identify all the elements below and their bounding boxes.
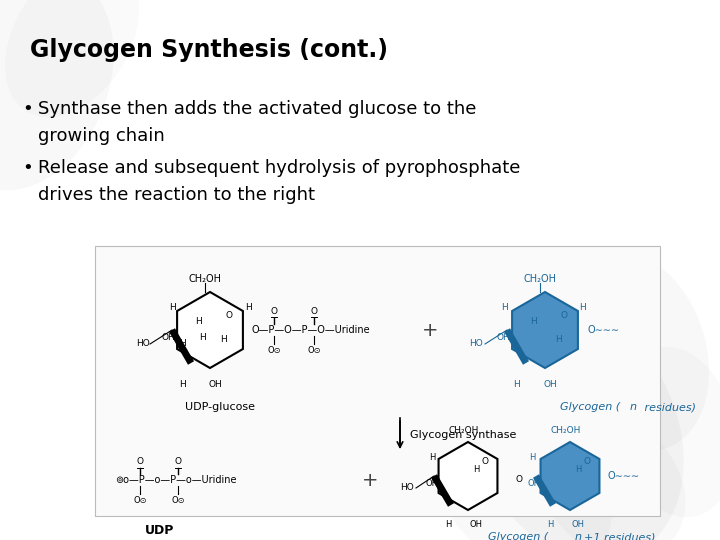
Text: Glycogen synthase: Glycogen synthase: [410, 430, 516, 440]
Text: Release and subsequent hydrolysis of pyrophosphate: Release and subsequent hydrolysis of pyr…: [38, 159, 521, 177]
Text: O⊙: O⊙: [267, 346, 281, 355]
Text: O: O: [271, 307, 277, 316]
Text: •: •: [22, 159, 32, 177]
Text: H: H: [168, 303, 176, 313]
Polygon shape: [438, 442, 498, 510]
Ellipse shape: [618, 347, 720, 517]
Text: +: +: [361, 470, 378, 489]
Text: O⊙: O⊙: [307, 346, 321, 355]
Text: H: H: [473, 465, 480, 475]
Text: HO: HO: [469, 340, 483, 348]
Text: Synthase then adds the activated glucose to the: Synthase then adds the activated glucose…: [38, 100, 477, 118]
Text: CH₂OH: CH₂OH: [551, 426, 581, 435]
Text: H: H: [546, 520, 553, 529]
Text: H: H: [179, 380, 185, 389]
Text: Glycogen (: Glycogen (: [488, 532, 548, 540]
Polygon shape: [177, 292, 243, 368]
Text: O: O: [225, 310, 233, 320]
Text: O—P—O—P—O—Uridine: O—P—O—P—O—Uridine: [252, 325, 371, 335]
Text: OH: OH: [496, 334, 510, 342]
Text: UDP-glucose: UDP-glucose: [185, 402, 255, 412]
Text: O: O: [174, 457, 181, 466]
Text: OH: OH: [543, 380, 557, 389]
Text: O: O: [560, 310, 567, 320]
Text: CH₂OH: CH₂OH: [523, 274, 557, 284]
Text: OH: OH: [425, 480, 438, 489]
Ellipse shape: [539, 413, 685, 540]
Polygon shape: [512, 292, 578, 368]
Text: growing chain: growing chain: [38, 127, 165, 145]
Polygon shape: [541, 442, 600, 510]
Text: UDP: UDP: [145, 524, 175, 537]
Text: H: H: [502, 303, 508, 313]
Ellipse shape: [0, 0, 114, 190]
Text: O: O: [516, 476, 523, 484]
Text: OH: OH: [469, 520, 482, 529]
Ellipse shape: [425, 373, 612, 540]
Text: O: O: [482, 456, 488, 465]
Text: O∼∼∼: O∼∼∼: [587, 325, 619, 335]
Text: H: H: [199, 334, 205, 342]
Text: •: •: [22, 100, 32, 118]
FancyBboxPatch shape: [95, 246, 660, 516]
Text: drives the reaction to the right: drives the reaction to the right: [38, 186, 315, 204]
Text: Glycogen (: Glycogen (: [560, 402, 620, 412]
Text: O∼∼∼: O∼∼∼: [608, 471, 640, 481]
Text: O: O: [310, 307, 318, 316]
Text: H: H: [528, 454, 535, 462]
Text: H: H: [530, 318, 537, 327]
Text: H: H: [195, 318, 202, 327]
Text: H: H: [575, 465, 581, 475]
Text: +: +: [422, 321, 438, 340]
Text: OH: OH: [161, 334, 175, 342]
Text: H: H: [445, 520, 451, 529]
Text: H: H: [220, 335, 227, 345]
Text: H: H: [429, 454, 435, 462]
Text: HO: HO: [136, 340, 150, 348]
Text: ⊚o—P—o—P—o—Uridine: ⊚o—P—o—P—o—Uridine: [115, 475, 236, 485]
Text: HO: HO: [400, 483, 414, 492]
Text: OH: OH: [208, 380, 222, 389]
Text: +1 residues): +1 residues): [584, 532, 655, 540]
Ellipse shape: [468, 302, 684, 540]
Text: CH₂OH: CH₂OH: [449, 426, 480, 435]
Ellipse shape: [5, 0, 139, 117]
Text: CH₂OH: CH₂OH: [189, 274, 222, 284]
Text: O: O: [137, 457, 143, 466]
Text: n: n: [630, 402, 637, 412]
Text: H: H: [179, 340, 185, 348]
Text: Glycogen Synthesis (cont.): Glycogen Synthesis (cont.): [30, 38, 388, 62]
Text: H: H: [513, 380, 521, 389]
Text: O⊙: O⊙: [171, 496, 185, 505]
Text: H: H: [580, 303, 586, 313]
Ellipse shape: [558, 251, 709, 451]
Text: OH: OH: [527, 480, 540, 489]
Text: OH: OH: [572, 520, 585, 529]
Text: O⊙: O⊙: [133, 496, 147, 505]
Text: n: n: [575, 532, 582, 540]
Text: H: H: [245, 303, 251, 313]
Text: O: O: [583, 456, 590, 465]
Text: residues): residues): [641, 402, 696, 412]
Text: H: H: [555, 335, 562, 345]
